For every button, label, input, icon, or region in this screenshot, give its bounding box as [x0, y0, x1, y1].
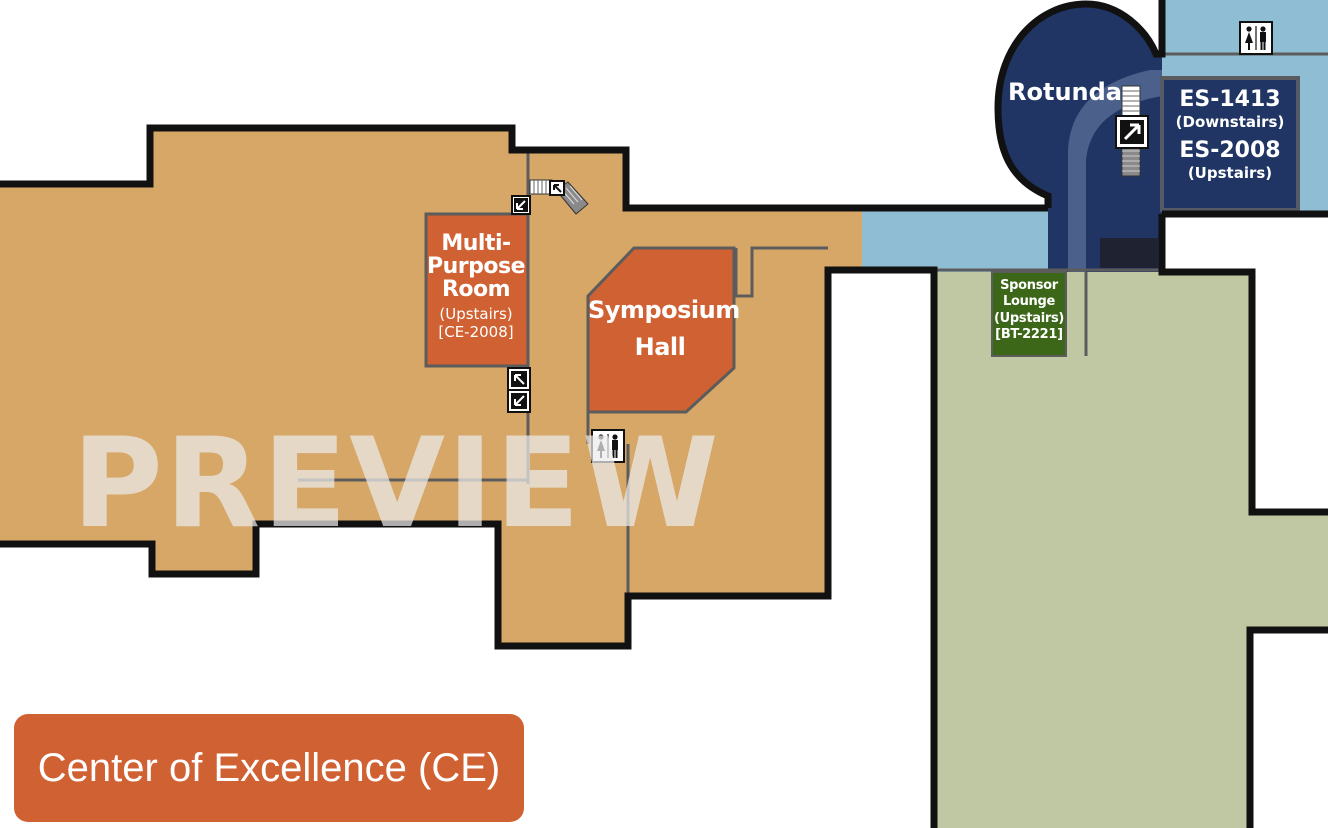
room-floor: (Upstairs): [994, 310, 1065, 326]
room-floor: (Upstairs): [439, 305, 513, 324]
room-name-line: Purpose: [426, 254, 526, 280]
arrow-down-left-icon: [511, 195, 531, 215]
symposium-hall-label: Symposium Hall: [588, 296, 740, 362]
room-name-line: Room: [441, 277, 511, 303]
arrow-up-right-icon: [1115, 115, 1149, 149]
sponsor-lounge-shape[interactable]: [991, 271, 1067, 357]
preview-watermark: PREVIEW: [72, 412, 721, 556]
room-name: Rotunda: [1008, 78, 1122, 106]
rotunda-doorway: [1100, 238, 1158, 268]
es-rooms-label: ES-1413 (Downstairs) ES-2008 (Upstairs): [1164, 88, 1296, 182]
es-room-block: [1160, 76, 1300, 212]
restroom-icon: [591, 429, 625, 463]
room-code: [CE-2008]: [438, 323, 514, 342]
rotunda-ramp: [1068, 70, 1162, 272]
room-code: ES-2008: [1179, 137, 1281, 163]
room-name-line: Lounge: [1002, 294, 1056, 310]
room-name-line: Sponsor: [1000, 278, 1058, 293]
room-floor: (Downstairs): [1175, 113, 1285, 132]
multi-purpose-room-label: Multi- Purpose Room (Upstairs) [CE-2008]: [426, 232, 526, 341]
arrow-up-left-icon: [507, 367, 531, 391]
arrow-up-left-icon: [549, 180, 565, 196]
rotunda-label: Rotunda: [1008, 78, 1122, 106]
room-floor: (Upstairs): [1187, 163, 1273, 182]
es-corridor: [862, 210, 1048, 272]
room-code: ES-1413: [1179, 87, 1281, 112]
arrow-down-left-icon: [507, 389, 531, 413]
building-label: Center of Excellence (CE): [14, 714, 524, 822]
room-name-line: Hall: [634, 333, 686, 362]
sponsor-lounge-label: Sponsor Lounge (Upstairs) [BT-2221]: [994, 278, 1064, 343]
room-code: [BT-2221]: [995, 326, 1063, 342]
room-name-line: Symposium: [588, 296, 740, 324]
bt-floor: [934, 272, 1328, 828]
room-name-line: Multi-: [441, 231, 511, 256]
multi-purpose-room-shape[interactable]: [424, 212, 530, 368]
restroom-icon: [1239, 21, 1273, 55]
